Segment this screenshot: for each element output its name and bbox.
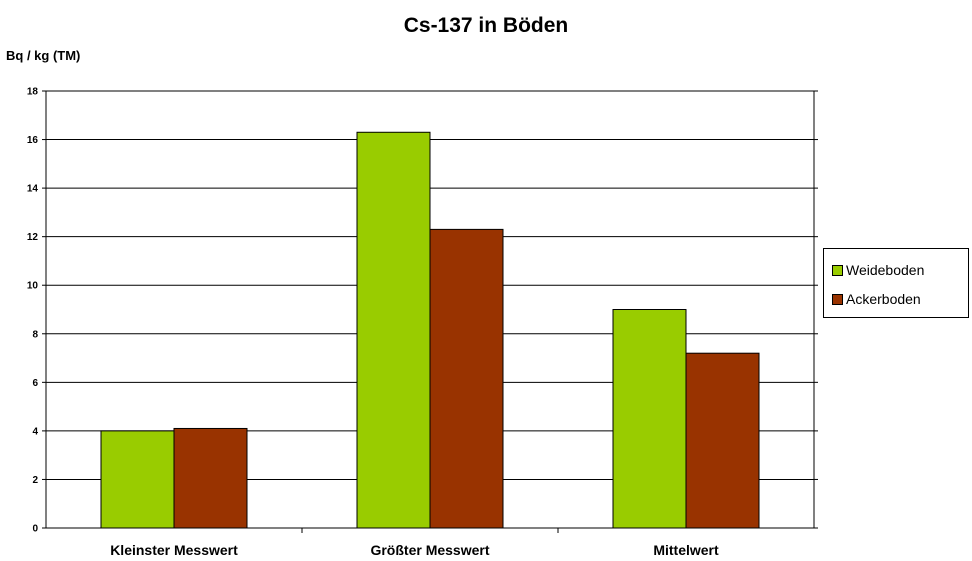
x-category-label: Mittelwert (653, 542, 719, 558)
y-tick-label: 12 (27, 232, 39, 243)
bar-weideboden-2 (612, 309, 687, 529)
y-tick-label: 0 (32, 524, 38, 535)
bar-weideboden-1 (356, 131, 431, 529)
chart-title: Cs-137 in Böden (403, 14, 569, 37)
y-tick-label: 8 (32, 329, 38, 340)
y-axis-ticks: 0 2 4 6 8 10 12 14 16 18 (27, 87, 818, 535)
legend-label-ackerboden: Ackerboden (846, 291, 921, 307)
y-tick-label: 14 (27, 184, 39, 195)
legend-label-weideboden: Weideboden (846, 262, 925, 278)
legend-swatch-weideboden (832, 264, 843, 276)
bar-ackerboden-1 (429, 228, 504, 529)
bar-ackerboden-2 (685, 352, 760, 529)
y-tick-label: 10 (27, 281, 39, 292)
legend: Weideboden Ackerboden (823, 248, 969, 318)
legend-swatch-ackerboden (832, 293, 843, 305)
x-category-label: Größter Messwert (370, 542, 489, 558)
bar-ackerboden-0 (173, 427, 248, 529)
y-axis-label: Bq / kg (TM) (6, 48, 81, 63)
legend-item-ackerboden: Ackerboden (832, 290, 921, 308)
y-tick-label: 2 (32, 475, 38, 486)
y-tick-label: 4 (32, 426, 38, 437)
bar-weideboden-0 (100, 430, 175, 529)
x-axis-categories: Kleinster Messwert Größter Messwert Mittel… (110, 528, 719, 558)
legend-item-weideboden: Weideboden (832, 261, 924, 279)
plot-area-frame (45, 90, 815, 529)
x-category-label: Kleinster Messwert (110, 542, 238, 558)
y-tick-label: 6 (32, 378, 38, 389)
bars (100, 131, 760, 529)
y-tick-label: 16 (27, 135, 39, 146)
y-tick-label: 18 (27, 87, 39, 98)
